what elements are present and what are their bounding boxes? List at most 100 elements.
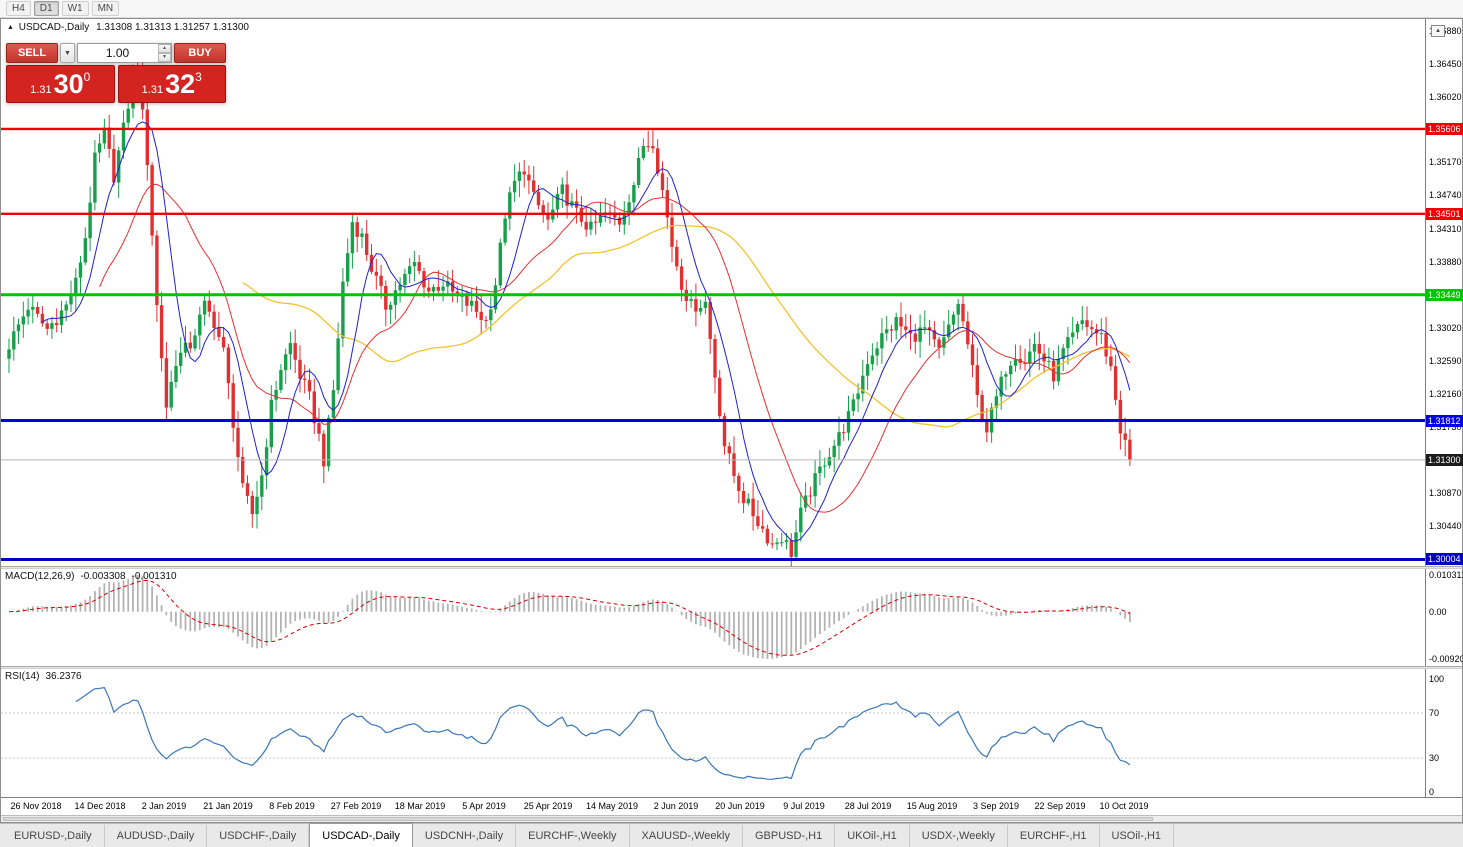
support-green-price-label: 1.33449 — [1426, 288, 1463, 301]
volume-decrease-button[interactable]: ▼ — [158, 53, 171, 62]
date-label: 21 Jan 2019 — [203, 801, 253, 811]
date-label: 25 Apr 2019 — [523, 801, 573, 811]
timeframe-w1-button[interactable]: W1 — [61, 1, 89, 16]
rsi-name: RSI(14) — [5, 671, 40, 682]
rsi-axis-tick: 30 — [1429, 753, 1440, 764]
horizontal-scrollbar[interactable] — [1, 815, 1462, 822]
chevron-down-icon: ▼ — [64, 49, 71, 57]
chart-tab-audusd-daily[interactable]: AUDUSD-,Daily — [104, 825, 208, 847]
timeframe-toolbar: H4 D1 W1 MN — [0, 0, 1463, 18]
buy-price-big: 32 — [165, 69, 196, 99]
macd-axis-min: -0.009203 — [1429, 654, 1463, 664]
volume-spinner: ▲ ▼ — [158, 44, 171, 62]
sell-price-big: 30 — [53, 69, 84, 99]
one-click-trading-panel: SELL ▼ ▲ ▼ BUY 1.31300 — [6, 43, 226, 103]
resistance-lower-price-label: 1.34501 — [1426, 207, 1463, 220]
date-label: 28 Jul 2019 — [844, 801, 892, 811]
macd-signal-value: -0.001310 — [131, 571, 177, 582]
date-label: 5 Apr 2019 — [462, 801, 506, 811]
date-label: 14 May 2019 — [585, 801, 639, 811]
chart-ohlc-values: 1.31308 1.31313 1.31257 1.31300 — [96, 22, 249, 33]
chart-symbol-label: USDCAD-,Daily — [18, 22, 90, 33]
date-label: 15 Aug 2019 — [906, 801, 958, 811]
date-label: 2 Jan 2019 — [141, 801, 187, 811]
pane-collapse-icon[interactable]: ▲ — [7, 24, 14, 31]
price-tick-label: 1.33020 — [1429, 322, 1462, 333]
volume-field-wrap: ▲ ▼ — [77, 43, 172, 63]
chart-window: ▲ USDCAD-,Daily 1.31308 1.31313 1.31257 … — [0, 18, 1463, 823]
price-tick-label: 1.32160 — [1429, 388, 1462, 399]
buy-price-prefix: 1.31 — [141, 84, 164, 96]
price-tick-label: 1.30870 — [1429, 487, 1462, 498]
date-label: 18 Mar 2019 — [394, 801, 446, 811]
date-label: 20 Jun 2019 — [715, 801, 765, 811]
support-blue-price-label: 1.31812 — [1426, 414, 1463, 427]
price-tick-label: 1.32590 — [1429, 355, 1462, 366]
chart-tab-eurchf-h1[interactable]: EURCHF-,H1 — [1007, 825, 1100, 847]
trade-controls-row: SELL ▼ ▲ ▼ BUY — [6, 43, 226, 63]
date-label: 22 Sep 2019 — [1034, 801, 1086, 811]
sell-price-display[interactable]: 1.31 30 0 — [6, 65, 115, 103]
price-tick-label: 1.35170 — [1429, 157, 1462, 168]
chart-tab-usoil-h1[interactable]: USOil-,H1 — [1099, 825, 1175, 847]
chart-tab-usdcad-daily[interactable]: USDCAD-,Daily — [309, 823, 413, 847]
price-tick-label: 1.36450 — [1429, 59, 1462, 70]
date-label: 14 Dec 2018 — [74, 801, 126, 811]
date-label: 10 Oct 2019 — [1099, 801, 1149, 811]
buy-price-display[interactable]: 1.31 32 3 — [117, 65, 226, 103]
horizontal-scrollbar-thumb[interactable] — [3, 817, 1153, 821]
price-tick-label: 1.34310 — [1429, 223, 1462, 234]
buy-button[interactable]: BUY — [174, 43, 226, 63]
chart-tab-ukoil-h1[interactable]: UKOil-,H1 — [835, 825, 910, 847]
candlestick-chart — [1, 59, 1425, 566]
chart-tab-usdx-weekly[interactable]: USDX-,Weekly — [909, 825, 1008, 847]
pane-splitter[interactable] — [1, 566, 1462, 569]
timeframe-h4-button[interactable]: H4 — [6, 1, 31, 16]
sell-price-sup: 0 — [83, 70, 91, 84]
price-tick-label: 1.34740 — [1429, 190, 1462, 201]
price-axis[interactable]: 1.36880 1.36450 1.36020 1.35170 1.34740 1.343… — [1425, 19, 1463, 797]
price-tick-label: 1.33880 — [1429, 256, 1462, 267]
pane-splitter[interactable] — [1, 666, 1462, 669]
sell-price-prefix: 1.31 — [30, 84, 52, 96]
macd-indicator-label: MACD(12,26,9) -0.003308 -0.001310 — [5, 571, 183, 582]
volume-dropdown-button[interactable]: ▼ — [60, 43, 75, 63]
date-label: 26 Nov 2018 — [10, 801, 62, 811]
time-axis[interactable]: 26 Nov 2018 14 Dec 2018 2 Jan 2019 21 Jan 2… — [1, 797, 1462, 815]
rsi-axis-tick: 0 — [1429, 787, 1435, 797]
chart-tabs-bar: EURUSD-,Daily AUDUSD-,Daily USDCHF-,Daily U… — [0, 823, 1463, 847]
price-tick-label: 1.30440 — [1429, 520, 1462, 531]
chart-tab-eurusd-daily[interactable]: EURUSD-,Daily — [2, 825, 105, 847]
date-label: 27 Feb 2019 — [330, 801, 382, 811]
main-chart-pane[interactable]: ▲ USDCAD-,Daily 1.31308 1.31313 1.31257 … — [1, 19, 1425, 566]
support-lowest-price-label: 1.30004 — [1426, 553, 1463, 566]
chart-window-control-button[interactable]: ▴ — [1431, 25, 1445, 37]
price-tick-label: 1.36020 — [1429, 92, 1462, 103]
price-tick-label: 1.31730 — [1429, 421, 1462, 432]
volume-input[interactable] — [77, 43, 172, 63]
macd-name: MACD(12,26,9) — [5, 571, 75, 582]
rsi-indicator-chart — [1, 686, 1425, 780]
volume-increase-button[interactable]: ▲ — [158, 44, 171, 53]
timeframe-mn-button[interactable]: MN — [91, 1, 120, 16]
macd-indicator-chart — [8, 575, 1131, 659]
timeframe-d1-button[interactable]: D1 — [33, 1, 59, 16]
date-label: 8 Feb 2019 — [269, 801, 315, 811]
chart-tab-xauusd-weekly[interactable]: XAUUSD-,Weekly — [629, 825, 743, 847]
resistance-upper-price-label: 1.35606 — [1426, 122, 1463, 135]
macd-axis-max: 0.010311 — [1429, 570, 1463, 580]
sell-button[interactable]: SELL — [6, 43, 58, 63]
date-label: 2 Jun 2019 — [653, 801, 699, 811]
rsi-indicator-pane[interactable]: RSI(14) 36.2376 — [1, 669, 1425, 797]
chart-tab-gbpusd-h1[interactable]: GBPUSD-,H1 — [742, 825, 836, 847]
current-bid-price-label: 1.31300 — [1426, 453, 1463, 466]
chart-tab-usdcnh-daily[interactable]: USDCNH-,Daily — [412, 825, 517, 847]
rsi-axis-tick: 70 — [1429, 707, 1440, 718]
chart-tab-eurchf-weekly[interactable]: EURCHF-,Weekly — [516, 825, 630, 847]
chart-tab-usdchf-daily[interactable]: USDCHF-,Daily — [207, 825, 310, 847]
buy-price-sup: 3 — [195, 70, 202, 84]
price-tick-label: 1.36880 — [1429, 26, 1462, 36]
macd-indicator-pane[interactable]: MACD(12,26,9) -0.003308 -0.001310 — [1, 569, 1425, 666]
date-label: 9 Jul 2019 — [783, 801, 825, 811]
